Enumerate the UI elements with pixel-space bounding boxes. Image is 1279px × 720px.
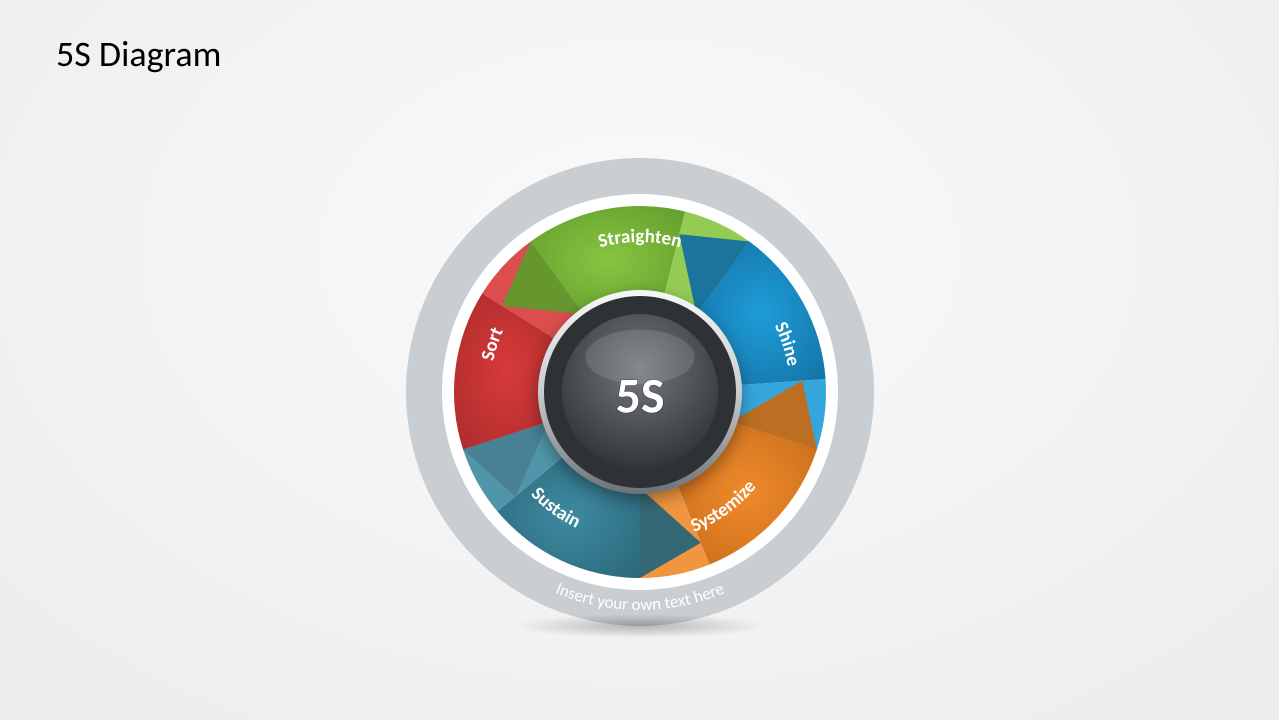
diagram-shadow [460,609,820,643]
cycle-diagram: SortStraightenShineSystemizeSustainInser… [406,158,874,626]
page-title: 5S Diagram [56,32,221,76]
diagram-stage: SortStraightenShineSystemizeSustainInser… [406,158,874,626]
hub-label: 5S [615,366,664,427]
